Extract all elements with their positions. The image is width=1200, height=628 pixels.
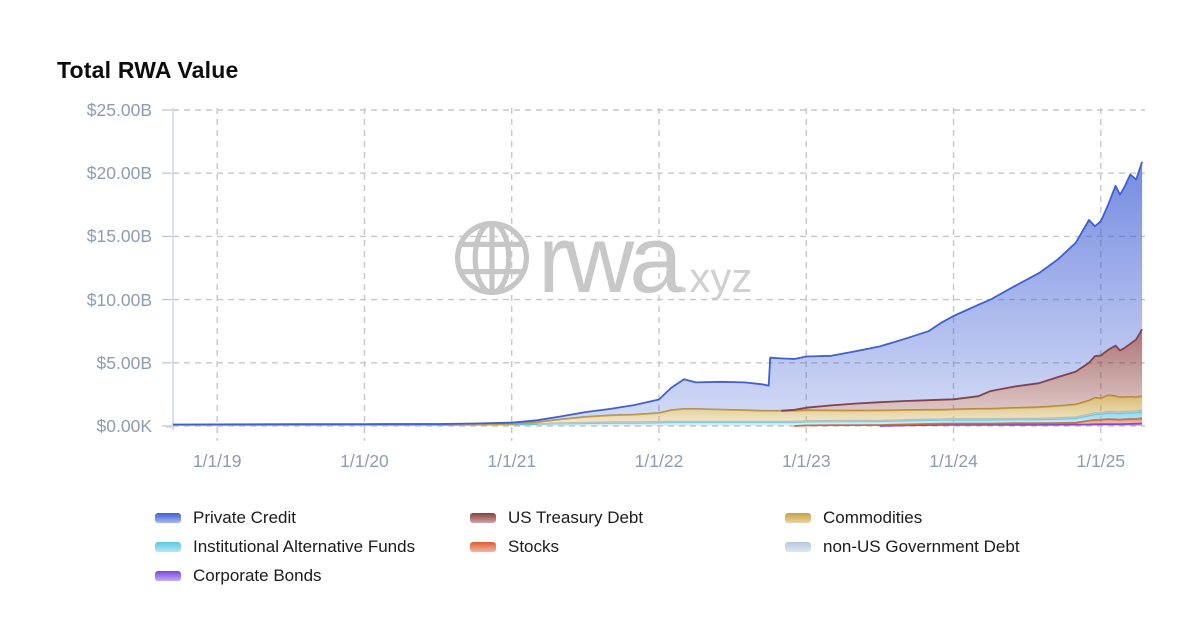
x-axis-tick-label: 1/1/20 [340,451,389,471]
area-corporate-bonds [173,423,1143,426]
legend-swatch-commodities [785,513,811,523]
y-axis-tick-label: $5.00B [96,352,152,373]
legend-swatch-non-us-government-debt [785,542,811,552]
legend-item-us-treasury-debt[interactable]: US Treasury Debt [470,506,643,530]
y-axis-tick-label: $20.00B [86,163,152,184]
watermark-text: rwa .xyz [538,212,752,308]
x-axis-tick-label: 1/1/21 [487,451,537,471]
legend-label: Commodities [823,508,923,527]
legend-label: Private Credit [193,508,296,527]
x-axis-tick-label: 1/1/19 [192,451,242,471]
chart-title: Total RWA Value [57,57,239,83]
legend-swatch-institutional-alternative-funds [155,542,181,552]
line-private-credit [172,161,1143,426]
area-private-credit [173,161,1143,426]
x-axis-tick-label: 1/1/24 [929,451,978,471]
legend-label: US Treasury Debt [508,508,644,527]
y-axis-tick-label: $0.00K [96,416,152,436]
area-commodities [173,395,1143,425]
legend-label: Corporate Bonds [193,566,322,585]
legend-item-corporate-bonds[interactable]: Corporate Bonds [155,564,322,588]
legend-swatch-stocks [470,542,496,552]
watermark-brand: rwa [538,206,683,313]
y-axis-tick-label: $15.00B [86,226,152,247]
legend-item-stocks[interactable]: Stocks [470,535,559,559]
legend-label: Stocks [508,537,560,556]
legend: Private Credit Institutional Alternative … [155,506,1155,596]
legend-swatch-corporate-bonds [155,571,181,581]
x-axis-tick-label: 1/1/25 [1076,451,1126,471]
legend-item-private-credit[interactable]: Private Credit [155,506,296,530]
y-axis-tick-label: $10.00B [86,289,152,310]
y-axis-tick-label: $25.00B [86,100,152,120]
legend-item-non-us-government-debt[interactable]: non-US Government Debt [785,535,1020,559]
watermark: rwa .xyz [452,212,752,308]
watermark-suffix: .xyz [677,254,753,301]
legend-item-commodities[interactable]: Commodities [785,506,922,530]
x-axis-tick-label: 1/1/22 [634,451,684,471]
legend-swatch-private-credit [155,513,181,523]
x-axis-tick-label: 1/1/23 [781,451,831,471]
legend-item-institutional-alternative-funds[interactable]: Institutional Alternative Funds [155,535,415,559]
legend-label: Institutional Alternative Funds [193,537,416,556]
legend-swatch-us-treasury-debt [470,513,496,523]
legend-label: non-US Government Debt [823,537,1020,556]
globe-icon [452,218,532,303]
area-institutional-alternative-funds [173,411,1143,426]
